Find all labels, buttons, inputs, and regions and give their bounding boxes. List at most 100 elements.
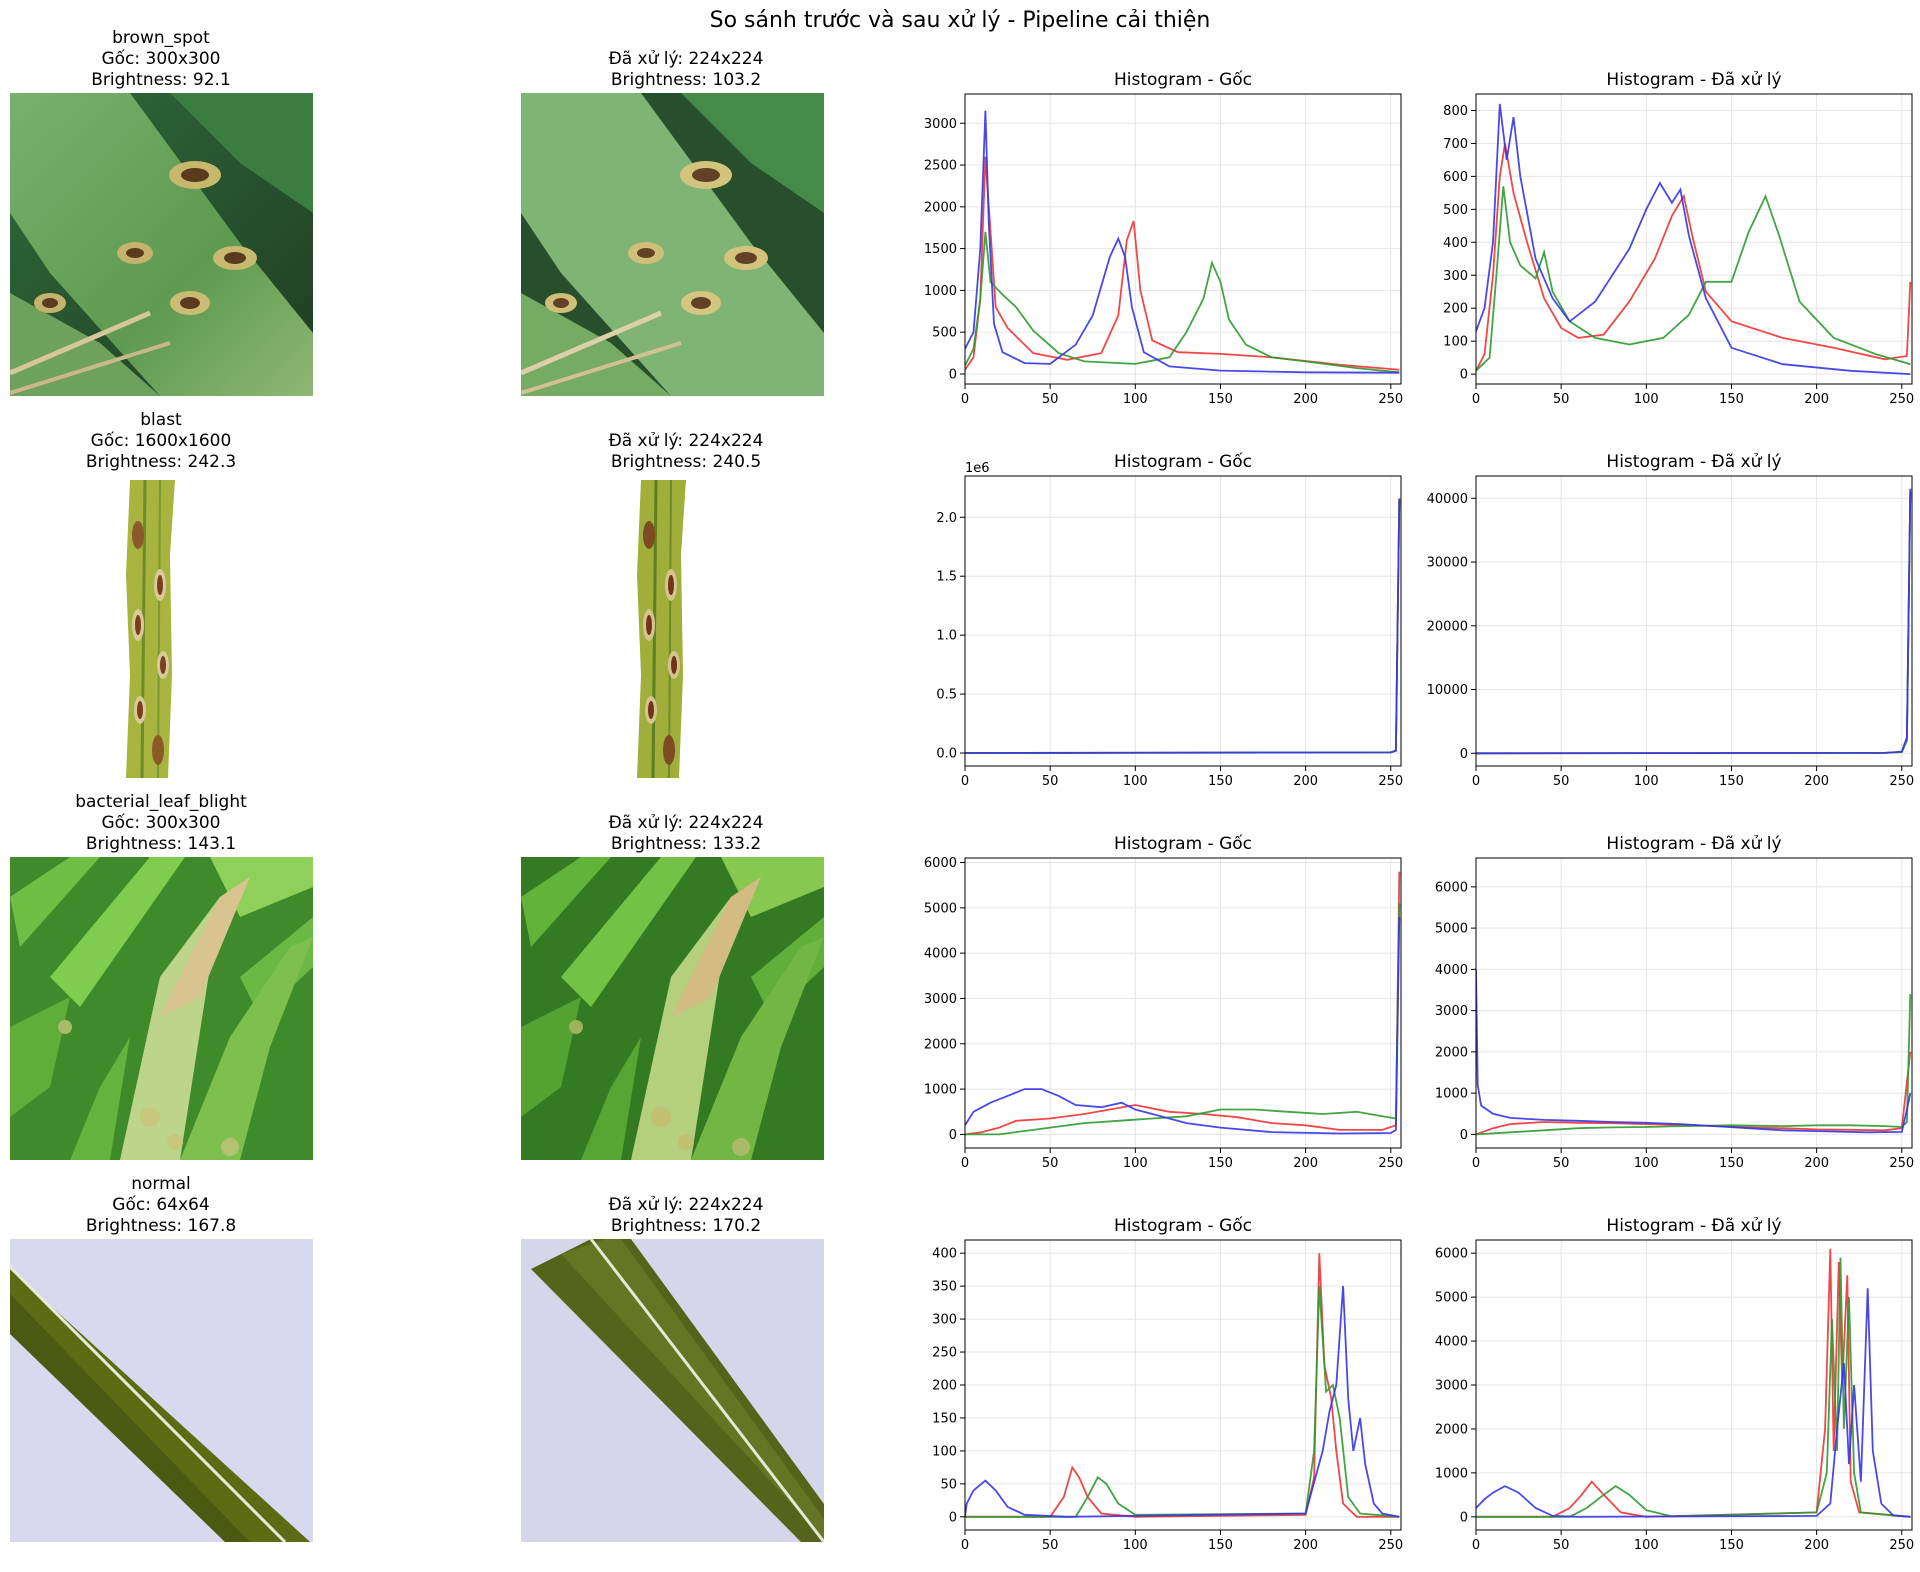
y-tick-label: 600 (1443, 170, 1468, 185)
proc-brightness: Brightness: 240.5 (610, 452, 762, 472)
y-tick-label: 200 (1443, 302, 1468, 317)
original-image-blast (10, 475, 313, 778)
series-line-green (1476, 994, 1912, 1136)
y-tick-label: 0 (1460, 1510, 1468, 1525)
y-tick-label: 5000 (924, 901, 957, 916)
orig-size: Gốc: 64x64 (112, 1195, 210, 1215)
x-tick-label: 250 (1889, 1156, 1914, 1171)
x-tick-label: 250 (1889, 774, 1914, 789)
x-tick-label: 200 (1804, 1156, 1829, 1171)
x-tick-label: 0 (1472, 774, 1480, 789)
histogram-title: Histogram - Gốc (1114, 833, 1252, 854)
class-name: brown_spot (112, 28, 210, 48)
x-tick-label: 150 (1208, 774, 1233, 789)
x-tick-label: 150 (1719, 774, 1744, 789)
x-tick-label: 250 (1378, 1156, 1403, 1171)
y-tick-label: 2000 (924, 1037, 957, 1052)
histogram-title: Histogram - Gốc (1114, 451, 1252, 472)
x-tick-label: 200 (1293, 1538, 1318, 1553)
orig-size: Gốc: 1600x1600 (90, 431, 232, 451)
proc-size: Đã xử lý: 224x224 (608, 813, 764, 833)
proc-title-row3: Đã xử lý: 224x224 Brightness: 133.2 (476, 813, 896, 855)
x-tick-label: 100 (1634, 1538, 1659, 1553)
histogram-processed-row4: Histogram - Đã xử lý 0 50 100 150 200 250 0 1000… (1435, 1216, 1914, 1553)
y-tick-label: 4000 (924, 947, 957, 962)
series-line-red (1476, 491, 1912, 755)
y-tick-label: 4000 (1435, 1335, 1468, 1350)
histogram-title: Histogram - Đã xử lý (1606, 1216, 1781, 1236)
orig-title-row2: blast Gốc: 1600x1600 Brightness: 242.3 (0, 410, 371, 473)
y-tick-label: 1.0 (936, 629, 957, 644)
series-line-green (1476, 491, 1912, 755)
orig-title-row1: brown_spot Gốc: 300x300 Brightness: 92.1 (0, 28, 371, 91)
y-tick-label: 150 (932, 1411, 957, 1426)
y-tick-label: 6000 (1435, 1247, 1468, 1262)
orig-brightness: Brightness: 167.8 (85, 1216, 237, 1236)
y-tick-label: 0 (949, 1128, 957, 1143)
x-tick-label: 50 (1553, 1156, 1570, 1171)
x-tick-label: 250 (1378, 1538, 1403, 1553)
histogram-original-row4: Histogram - Gốc 0 50 100 150 200 250 0 50 100 150 2… (932, 1215, 1403, 1553)
y-tick-label: 0 (1460, 368, 1468, 383)
histogram-title: Histogram - Gốc (1114, 69, 1252, 90)
x-tick-label: 0 (1472, 392, 1480, 407)
orig-size: Gốc: 300x300 (101, 813, 221, 833)
histogram-processed-row2: Histogram - Đã xử lý 0 50 100 150 200 250 0 1000… (1427, 452, 1915, 789)
x-tick-label: 50 (1042, 774, 1059, 789)
y-tick-label: 30000 (1427, 556, 1468, 571)
processed-image-brown-spot (521, 93, 824, 396)
y-tick-label: 1000 (1435, 1087, 1468, 1102)
x-tick-label: 0 (961, 1538, 969, 1553)
y-tick-label: 400 (932, 1247, 957, 1262)
y-tick-label: 250 (932, 1346, 957, 1361)
proc-brightness: Brightness: 170.2 (610, 1216, 762, 1236)
axes-frame (1475, 857, 1913, 1149)
original-image-bacterial-leaf-blight (10, 857, 313, 1160)
processed-image-normal (521, 1239, 824, 1542)
x-tick-label: 100 (1634, 392, 1659, 407)
y-tick-label: 3000 (1435, 1004, 1468, 1019)
y-tick-label: 500 (1443, 203, 1468, 218)
y-tick-label: 50 (940, 1477, 957, 1492)
y-tick-label: 1000 (1435, 1466, 1468, 1481)
series-line-green (1476, 186, 1911, 372)
histogram-original-row2: Histogram - Gốc 0 50 100 150 200 250 0.0 0.5 1.0 1… (936, 451, 1403, 789)
y-tick-label: 0 (1460, 747, 1468, 762)
class-name: blast (140, 410, 182, 430)
y-tick-label: 4000 (1435, 963, 1468, 978)
x-tick-label: 250 (1889, 1538, 1914, 1553)
x-tick-label: 50 (1042, 1156, 1059, 1171)
y-tick-label: 0.0 (936, 747, 957, 762)
y-tick-label: 0 (1460, 1128, 1468, 1143)
class-name: bacterial_leaf_blight (75, 792, 247, 812)
x-tick-label: 200 (1804, 392, 1829, 407)
series-line-blue (1476, 969, 1912, 1134)
series-line-green (965, 231, 1400, 374)
y-tick-label: 200 (932, 1379, 957, 1394)
orig-size: Gốc: 300x300 (101, 49, 221, 69)
y-tick-label: 2000 (1435, 1045, 1468, 1060)
x-tick-label: 50 (1042, 1538, 1059, 1553)
histogram-original-row3: Histogram - Gốc 0 50 100 150 200 250 0 1000 2000 3… (924, 833, 1403, 1171)
x-tick-label: 100 (1634, 774, 1659, 789)
processed-image-blast (521, 475, 824, 778)
x-tick-label: 100 (1123, 774, 1148, 789)
orig-brightness: Brightness: 242.3 (85, 452, 237, 472)
class-name: normal (131, 1174, 191, 1194)
y-tick-label: 1000 (924, 284, 957, 299)
y-tick-label: 500 (932, 326, 957, 341)
x-tick-label: 50 (1553, 1538, 1570, 1553)
series-line-red (1476, 143, 1912, 372)
orig-brightness: Brightness: 92.1 (91, 70, 231, 90)
orig-brightness: Brightness: 143.1 (85, 834, 237, 854)
y-tick-label: 1500 (924, 242, 957, 257)
y-tick-label: 400 (1443, 236, 1468, 251)
series-line-green (965, 499, 1401, 754)
x-tick-label: 200 (1804, 774, 1829, 789)
histogram-processed-row1: Histogram - Đã xử lý 0 50 100 150 200 250 0 100 2… (1443, 70, 1914, 407)
series-line-red (965, 1253, 1400, 1518)
histogram-title: Histogram - Đã xử lý (1606, 70, 1781, 90)
orig-title-row3: bacterial_leaf_blight Gốc: 300x300 Brigh… (0, 792, 371, 855)
processed-image-bacterial-leaf-blight (521, 857, 824, 1160)
